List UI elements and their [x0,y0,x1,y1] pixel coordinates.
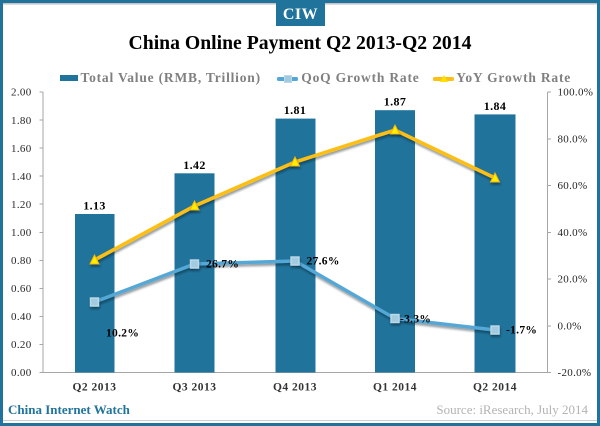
svg-text:1.60: 1.60 [11,143,32,155]
svg-text:-3.3%: -3.3% [400,314,431,326]
svg-text:0.40: 0.40 [11,311,32,323]
svg-text:-20.0%: -20.0% [558,367,592,379]
svg-text:1.80: 1.80 [11,115,32,127]
svg-text:1.42: 1.42 [183,158,206,172]
svg-text:Q2 2014: Q2 2014 [473,382,517,394]
svg-text:100.0%: 100.0% [558,87,594,99]
svg-text:1.00: 1.00 [11,227,32,239]
svg-text:0.80: 0.80 [11,255,32,267]
svg-text:0.60: 0.60 [11,283,32,295]
svg-text:0.00: 0.00 [11,367,32,379]
svg-text:Q1 2014: Q1 2014 [373,382,417,394]
svg-text:10.2%: 10.2% [106,328,139,340]
svg-text:2.00: 2.00 [11,87,32,99]
svg-text:-1.7%: -1.7% [506,325,537,337]
svg-text:60.0%: 60.0% [558,180,588,192]
svg-text:1.84: 1.84 [484,99,507,113]
svg-text:1.87: 1.87 [384,95,407,109]
svg-text:27.6%: 27.6% [307,256,340,268]
svg-text:Q2 2013: Q2 2013 [72,382,116,394]
svg-text:Q4 2013: Q4 2013 [273,382,317,394]
svg-text:20.0%: 20.0% [558,274,588,286]
svg-text:1.40: 1.40 [11,171,32,183]
svg-text:1.81: 1.81 [284,103,307,117]
svg-text:40.0%: 40.0% [558,227,588,239]
svg-text:80.0%: 80.0% [558,133,588,145]
svg-text:0.0%: 0.0% [558,320,582,332]
svg-text:26.7%: 26.7% [206,259,239,271]
svg-text:1.20: 1.20 [11,199,32,211]
svg-text:0.20: 0.20 [11,339,32,351]
svg-text:1.13: 1.13 [83,199,106,213]
svg-text:Q3 2013: Q3 2013 [172,382,216,394]
